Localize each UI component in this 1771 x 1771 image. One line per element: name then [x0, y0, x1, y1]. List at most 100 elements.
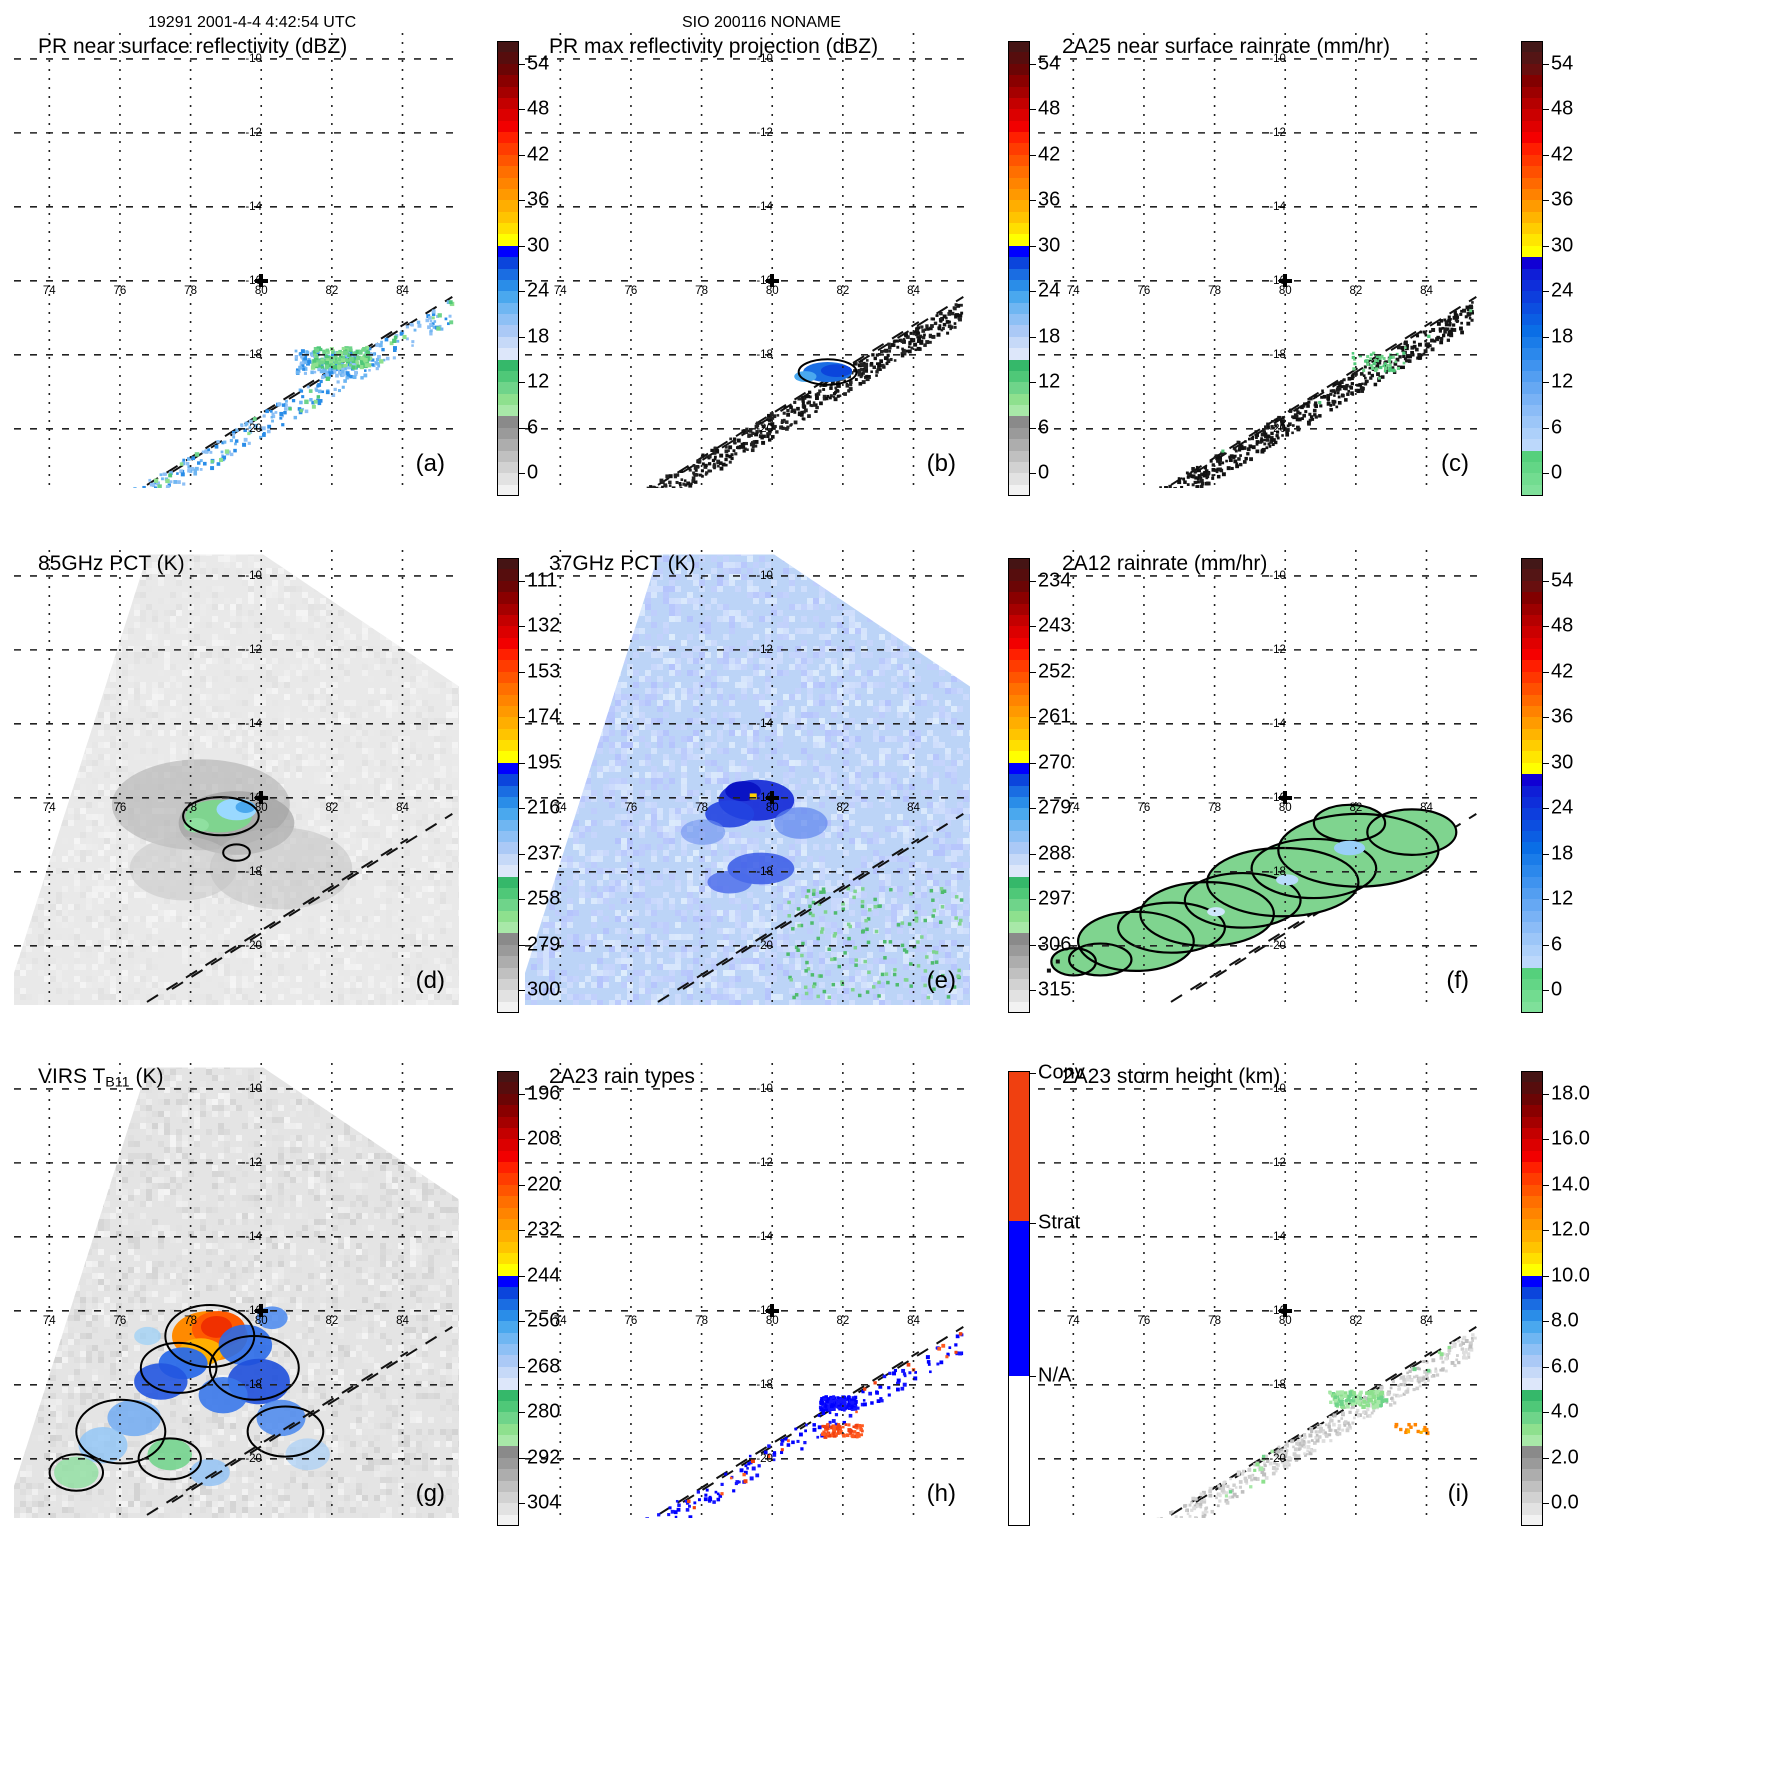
colorbar-tick — [1030, 717, 1036, 719]
colorbar-tick — [519, 1139, 525, 1141]
lon-tick-78: 78 — [695, 801, 708, 814]
lon-tick-82: 82 — [325, 1314, 339, 1327]
lat-tick--16: -16 — [756, 1304, 773, 1317]
lat-tick--16: -16 — [245, 791, 262, 804]
lon-tick-78: 78 — [1208, 284, 1221, 297]
colorbar-stormheight-i: 18.0 16.0 14.0 12.0 10.0 8.0 6.0 4.0 2.0 0.0 — [1521, 1071, 1590, 1526]
colorbar-tick — [1030, 1223, 1036, 1225]
lat-tick--18: -18 — [756, 348, 773, 361]
colorbar-tick — [519, 990, 525, 992]
colorbar-label: 36 — [1551, 705, 1574, 728]
lat-tick--10: -10 — [756, 1082, 773, 1095]
colorbar-label: 30 — [527, 234, 550, 257]
panel-title-g: VIRS TB11 (K) — [38, 1065, 164, 1091]
lat-tick--20: -20 — [1269, 939, 1286, 952]
lon-tick-78: 78 — [695, 1314, 708, 1327]
lat-lon-graticule — [525, 1063, 970, 1518]
storm-center-marker — [254, 791, 268, 805]
lat-tick--14: -14 — [245, 1230, 262, 1243]
colorbar-label: 6 — [1038, 416, 1050, 439]
data-layer-f — [1046, 803, 1477, 1005]
colorbar-label: 258 — [527, 887, 561, 910]
lon-tick-74: 74 — [42, 1314, 56, 1327]
colorbar-label: 54 — [1551, 569, 1574, 592]
colorbar-tick — [1543, 245, 1549, 247]
colorbar-tick — [1543, 1321, 1549, 1323]
panel-label-d: (d) — [415, 967, 445, 994]
lon-tick-82: 82 — [325, 284, 339, 297]
colorbar-tick — [519, 63, 525, 65]
plot-area-c: 74 76 78 80 82 84 -10 -12 -14 -16 -18 -20 — [1038, 33, 1483, 488]
lat-tick--20: -20 — [756, 939, 773, 952]
lat-tick--14: -14 — [1269, 1230, 1286, 1243]
lon-tick-84: 84 — [1420, 284, 1433, 297]
panel-e: 74 76 78 80 82 84 -10 -12 -14 -16 -18 -20 37GHz PCT … — [525, 550, 970, 1005]
colorbar-tick — [519, 762, 525, 764]
lon-tick-78: 78 — [184, 284, 197, 297]
lon-tick-78: 78 — [184, 1314, 197, 1327]
colorbar-tick — [519, 1093, 525, 1095]
panel-label-c: (c) — [1441, 450, 1469, 477]
plot-area-b: 74 76 78 80 82 84 -10 -12 -14 -16 -18 -20 — [525, 33, 970, 488]
colorbar-label: 42 — [527, 143, 550, 166]
lat-tick--16: -16 — [756, 274, 773, 287]
lat-tick--20: -20 — [1269, 422, 1286, 435]
lon-tick-82: 82 — [1349, 801, 1363, 814]
colorbar-label: 48 — [1551, 97, 1574, 120]
colorbar-rainrate-c: 54 48 42 36 30 24 18 12 6 0 — [1521, 41, 1573, 496]
colorbar-label: 12 — [1551, 370, 1574, 393]
colorbar-label: 24 — [1038, 279, 1061, 302]
lat-tick--18: -18 — [245, 1378, 262, 1391]
data-layer-h — [645, 1326, 964, 1518]
colorbar-tick — [1030, 671, 1036, 673]
colorbar-label: 208 — [527, 1127, 561, 1150]
lon-tick-84: 84 — [907, 1314, 920, 1327]
lat-tick--18: -18 — [245, 865, 262, 878]
lat-tick--20: -20 — [756, 422, 773, 435]
lon-tick-76: 76 — [1137, 284, 1151, 297]
colorbar-label: 54 — [527, 52, 550, 75]
colorbar-tick — [1543, 944, 1549, 946]
lat-tick--16: -16 — [1269, 1304, 1286, 1317]
lat-tick--10: -10 — [756, 52, 773, 65]
panel-g: 74 76 78 80 82 84 -10 -12 -14 -16 -18 -20 VIRS TB11 … — [14, 1063, 459, 1518]
colorbar-label: 4.0 — [1551, 1400, 1579, 1423]
colorbar-tick — [519, 944, 525, 946]
lon-tick-74: 74 — [553, 1314, 567, 1327]
colorbar-label: 42 — [1551, 660, 1574, 683]
colorbar-tick — [1543, 1412, 1549, 1414]
lat-lon-graticule — [1038, 550, 1483, 1005]
lat-tick--10: -10 — [1269, 52, 1286, 65]
lat-tick--18: -18 — [245, 348, 262, 361]
lat-lon-graticule — [14, 550, 459, 1005]
colorbar-label: 288 — [1038, 842, 1072, 865]
colorbar-tick — [1030, 580, 1036, 582]
colorbar-label: 12.0 — [1551, 1218, 1590, 1241]
colorbar-label: 0 — [527, 461, 539, 484]
colorbar-tick — [1543, 899, 1549, 901]
colorbar-label: 0 — [1551, 461, 1563, 484]
colorbar-label: N/A — [1038, 1364, 1072, 1387]
lon-tick-82: 82 — [836, 1314, 850, 1327]
colorbar-label: 24 — [1551, 279, 1574, 302]
colorbar-tick — [1030, 944, 1036, 946]
lat-tick--14: -14 — [245, 717, 262, 730]
lon-tick-80: 80 — [254, 801, 268, 814]
colorbar-tick — [1543, 1366, 1549, 1368]
plot-area-g: 74 76 78 80 82 84 -10 -12 -14 -16 -18 -20 — [14, 1063, 459, 1518]
lat-lon-graticule — [1038, 33, 1483, 488]
plot-area-d: 74 76 78 80 82 84 -10 -12 -14 -16 -18 -20 — [14, 550, 459, 1005]
lat-tick--16: -16 — [245, 274, 262, 287]
lon-tick-78: 78 — [1208, 1314, 1221, 1327]
colorbar-label: 297 — [1038, 887, 1072, 910]
colorbar-label: 315 — [1038, 978, 1072, 1001]
lat-tick--12: -12 — [245, 1156, 262, 1169]
colorbar-label: 220 — [527, 1173, 561, 1196]
lon-tick-82: 82 — [1349, 284, 1363, 297]
lon-tick-74: 74 — [42, 284, 56, 297]
panel-b: 74 76 78 80 82 84 -10 -12 -14 -16 -18 -20 PR max ref… — [525, 33, 970, 488]
lon-tick-76: 76 — [624, 284, 638, 297]
colorbar-tick — [1030, 1375, 1036, 1377]
lat-tick--14: -14 — [756, 717, 773, 730]
panel-i: 74 76 78 80 82 84 -10 -12 -14 -16 -18 -20 2A23 storm… — [1038, 1063, 1483, 1518]
